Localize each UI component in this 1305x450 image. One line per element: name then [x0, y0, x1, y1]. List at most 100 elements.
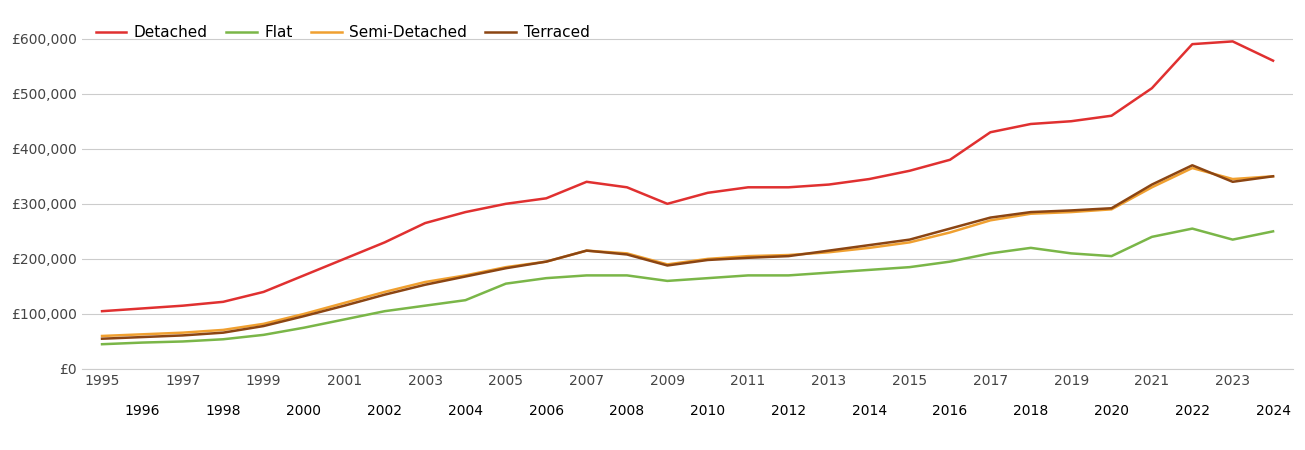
Semi-Detached — [619, 251, 634, 256]
Detached — [215, 299, 231, 305]
Terraced — [861, 243, 877, 248]
Detached — [1023, 122, 1039, 127]
Terraced — [1225, 179, 1241, 184]
Flat — [296, 325, 312, 330]
Terraced — [1266, 174, 1282, 179]
Terraced — [902, 237, 917, 242]
Flat — [337, 317, 352, 322]
Flat — [1225, 237, 1241, 242]
Detached — [740, 184, 756, 190]
Detached — [1144, 86, 1160, 91]
Semi-Detached — [1104, 207, 1120, 212]
Detached — [539, 196, 555, 201]
Semi-Detached — [1023, 211, 1039, 216]
Semi-Detached — [458, 273, 474, 278]
Detached — [256, 289, 271, 295]
Terraced — [659, 263, 675, 268]
Semi-Detached — [1144, 184, 1160, 190]
Flat — [215, 337, 231, 342]
Flat — [619, 273, 634, 278]
Terraced — [578, 248, 594, 253]
Detached — [699, 190, 715, 195]
Terraced — [377, 292, 393, 297]
Detached — [1064, 118, 1079, 124]
Flat — [256, 332, 271, 338]
Semi-Detached — [1185, 165, 1201, 171]
Semi-Detached — [175, 330, 191, 335]
Flat — [175, 339, 191, 344]
Terraced — [418, 282, 433, 288]
Detached — [983, 130, 998, 135]
Terraced — [296, 314, 312, 319]
Detached — [377, 240, 393, 245]
Semi-Detached — [780, 252, 796, 258]
Flat — [942, 259, 958, 264]
Flat — [539, 275, 555, 281]
Flat — [418, 303, 433, 308]
Terraced — [699, 257, 715, 263]
Flat — [740, 273, 756, 278]
Terraced — [134, 334, 150, 340]
Flat — [1104, 253, 1120, 259]
Flat — [1023, 245, 1039, 251]
Semi-Detached — [377, 289, 393, 295]
Semi-Detached — [256, 321, 271, 327]
Terraced — [1144, 182, 1160, 187]
Semi-Detached — [942, 230, 958, 235]
Terraced — [499, 266, 514, 271]
Terraced — [539, 259, 555, 264]
Detached — [861, 176, 877, 182]
Semi-Detached — [821, 250, 837, 255]
Detached — [578, 179, 594, 184]
Detached — [619, 184, 634, 190]
Terraced — [1104, 206, 1120, 211]
Terraced — [215, 330, 231, 335]
Terraced — [983, 215, 998, 220]
Semi-Detached — [902, 240, 917, 245]
Terraced — [337, 303, 352, 308]
Terraced — [942, 226, 958, 231]
Legend: Detached, Flat, Semi-Detached, Terraced: Detached, Flat, Semi-Detached, Terraced — [90, 19, 595, 46]
Detached — [942, 157, 958, 162]
Detached — [499, 201, 514, 207]
Flat — [458, 297, 474, 303]
Semi-Detached — [94, 333, 110, 339]
Detached — [418, 220, 433, 226]
Semi-Detached — [699, 256, 715, 261]
Semi-Detached — [499, 265, 514, 270]
Flat — [861, 267, 877, 273]
Semi-Detached — [740, 253, 756, 259]
Flat — [499, 281, 514, 286]
Semi-Detached — [1064, 209, 1079, 215]
Semi-Detached — [861, 245, 877, 251]
Terraced — [458, 274, 474, 279]
Semi-Detached — [578, 248, 594, 253]
Terraced — [175, 333, 191, 338]
Semi-Detached — [296, 311, 312, 317]
Semi-Detached — [215, 327, 231, 333]
Semi-Detached — [418, 279, 433, 285]
Terraced — [780, 253, 796, 259]
Terraced — [94, 336, 110, 342]
Semi-Detached — [539, 259, 555, 264]
Terraced — [1185, 162, 1201, 168]
Detached — [94, 309, 110, 314]
Flat — [1064, 251, 1079, 256]
Terraced — [256, 324, 271, 329]
Detached — [821, 182, 837, 187]
Semi-Detached — [337, 300, 352, 306]
Flat — [578, 273, 594, 278]
Detached — [1185, 41, 1201, 47]
Line: Detached: Detached — [102, 41, 1274, 311]
Flat — [1144, 234, 1160, 239]
Semi-Detached — [1266, 174, 1282, 179]
Detached — [458, 209, 474, 215]
Terraced — [740, 255, 756, 261]
Detached — [1104, 113, 1120, 118]
Semi-Detached — [983, 218, 998, 223]
Terraced — [1064, 208, 1079, 213]
Flat — [1266, 229, 1282, 234]
Detached — [175, 303, 191, 308]
Flat — [377, 309, 393, 314]
Line: Semi-Detached: Semi-Detached — [102, 168, 1274, 336]
